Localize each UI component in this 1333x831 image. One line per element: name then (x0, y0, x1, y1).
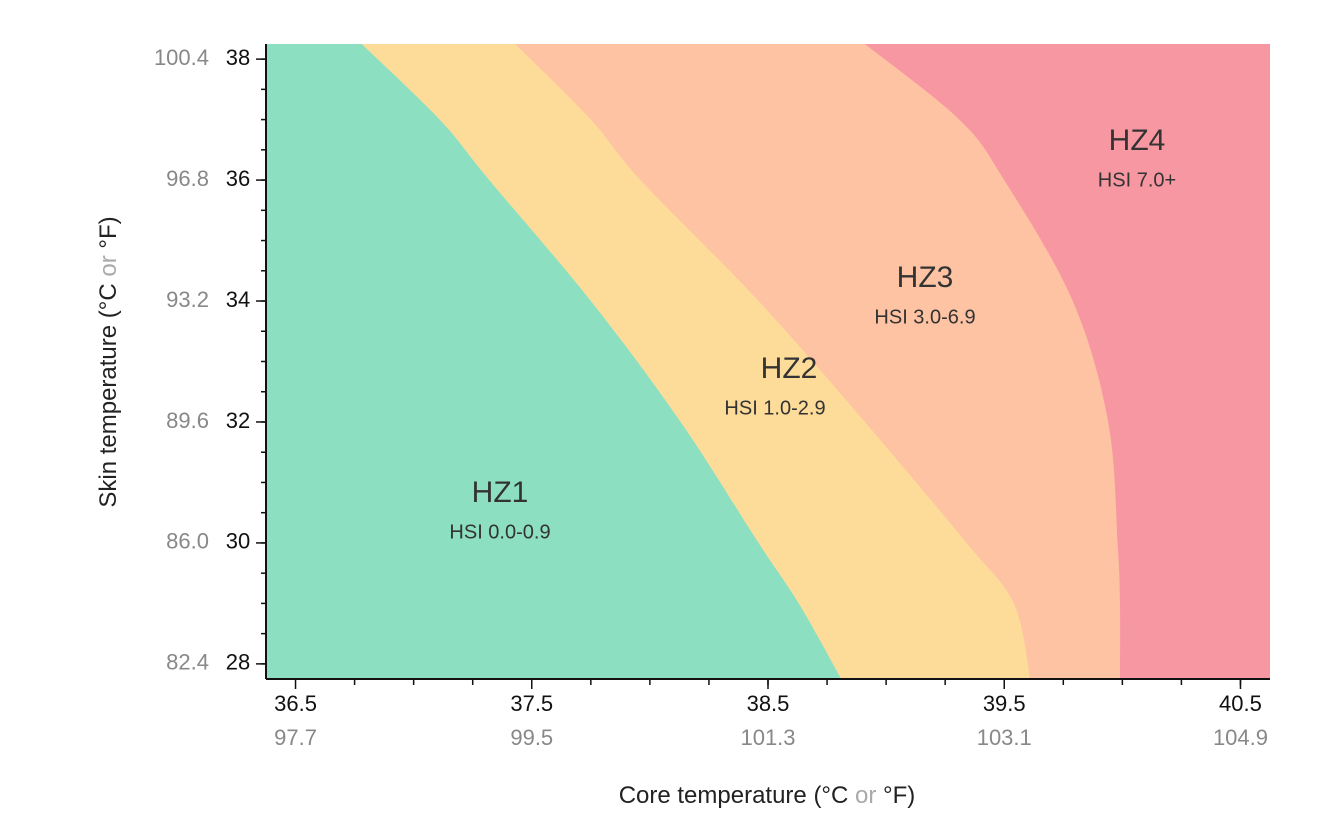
y-axis-title: Skin temperature (°C or °F) (95, 216, 122, 507)
x-tick-label: 38.5 (747, 691, 790, 716)
x-axis-title-part: °F) (876, 782, 915, 809)
x-tick-label: 36.5 (274, 691, 317, 716)
x-tick-label-f: 103.1 (977, 725, 1032, 750)
zone-label: HSI 1.0-2.9 (724, 397, 825, 419)
x-tick-label-f: 104.9 (1213, 725, 1268, 750)
y-tick-label-f: 86.0 (166, 529, 209, 554)
y-axis-title-part: Skin temperature (°C (95, 277, 122, 508)
y-tick-label: 36 (226, 166, 250, 191)
y-tick-label: 32 (226, 408, 250, 433)
y-tick-label: 38 (226, 45, 250, 70)
y-axis-title-part: °F) (95, 216, 122, 255)
y-axis-title-part: or (95, 255, 122, 276)
y-tick-label-f: 100.4 (154, 45, 209, 70)
y-tick-label-f: 96.8 (166, 166, 209, 191)
zone-name: HZ1 (472, 476, 529, 509)
x-tick-label: 39.5 (983, 691, 1026, 716)
x-tick-label-f: 97.7 (274, 725, 317, 750)
x-tick-label: 40.5 (1219, 691, 1262, 716)
y-tick-label-f: 82.4 (166, 650, 209, 675)
y-tick-label-f: 93.2 (166, 287, 209, 312)
zone-name: HZ3 (897, 261, 954, 294)
x-tick-label-f: 99.5 (510, 725, 553, 750)
y-tick-label: 30 (226, 529, 250, 554)
zone-label: HSI 3.0-6.9 (874, 306, 975, 328)
x-axis-title: Core temperature (°C or °F) (619, 782, 916, 809)
x-axis-title-part: or (855, 782, 876, 809)
zone-area (266, 44, 842, 679)
zone-name: HZ4 (1109, 124, 1166, 157)
y-tick-label: 34 (226, 287, 250, 312)
x-tick-label: 37.5 (510, 691, 553, 716)
y-tick-label: 28 (226, 650, 250, 675)
y-tick-label-f: 89.6 (166, 408, 209, 433)
x-tick-label-f: 101.3 (740, 725, 795, 750)
zone-label: HSI 7.0+ (1098, 169, 1176, 191)
zone-name: HZ2 (761, 352, 818, 385)
x-axis-title-part: Core temperature (°C (619, 782, 855, 809)
zone-label: HSI 0.0-0.9 (449, 521, 550, 543)
